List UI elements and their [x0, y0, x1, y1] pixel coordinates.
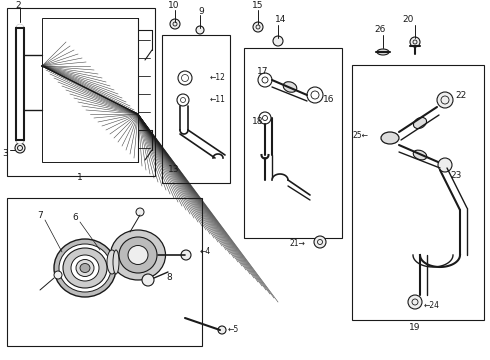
Text: 6: 6: [72, 213, 78, 222]
Circle shape: [253, 22, 263, 32]
Text: 19: 19: [409, 324, 421, 333]
Ellipse shape: [107, 250, 117, 274]
Circle shape: [438, 158, 452, 172]
Circle shape: [410, 37, 420, 47]
Circle shape: [314, 236, 326, 248]
Text: ←5: ←5: [228, 325, 239, 334]
Text: 14: 14: [275, 15, 286, 24]
Ellipse shape: [76, 260, 94, 276]
Bar: [352, 65, 484, 320]
Bar: [7, 8, 155, 176]
Circle shape: [54, 271, 62, 279]
Ellipse shape: [16, 138, 24, 143]
Text: 3: 3: [2, 148, 8, 158]
Text: 22: 22: [455, 90, 466, 99]
Text: 26: 26: [374, 26, 386, 35]
Circle shape: [218, 326, 226, 334]
Ellipse shape: [71, 255, 99, 281]
Ellipse shape: [16, 26, 24, 30]
Bar: [42, 18, 138, 162]
Text: 7: 7: [37, 211, 43, 220]
Ellipse shape: [413, 150, 427, 160]
Bar: [244, 48, 342, 238]
Ellipse shape: [119, 237, 157, 273]
Text: 8: 8: [166, 274, 172, 283]
Ellipse shape: [80, 264, 90, 273]
Circle shape: [437, 92, 453, 108]
Text: 13: 13: [168, 166, 179, 175]
Text: 23: 23: [450, 171, 462, 180]
Text: 21→: 21→: [289, 239, 305, 248]
Text: 10: 10: [168, 0, 179, 9]
Circle shape: [15, 143, 25, 153]
Ellipse shape: [113, 250, 119, 274]
Text: 17: 17: [257, 68, 269, 77]
Ellipse shape: [111, 230, 166, 280]
Ellipse shape: [128, 246, 148, 265]
Circle shape: [136, 208, 144, 216]
Ellipse shape: [59, 244, 111, 292]
Text: 2: 2: [15, 0, 21, 9]
Circle shape: [196, 26, 204, 34]
Text: 1: 1: [77, 174, 83, 183]
Circle shape: [408, 295, 422, 309]
Ellipse shape: [377, 49, 389, 55]
Text: 25←: 25←: [352, 130, 368, 139]
Ellipse shape: [54, 239, 116, 297]
Ellipse shape: [283, 82, 297, 92]
Circle shape: [273, 36, 283, 46]
Bar: [162, 35, 230, 183]
Circle shape: [181, 250, 191, 260]
Text: ←4: ←4: [200, 248, 211, 256]
Text: 16: 16: [323, 95, 335, 104]
Circle shape: [170, 19, 180, 29]
Circle shape: [142, 274, 154, 286]
Ellipse shape: [381, 132, 399, 144]
Text: 15: 15: [252, 0, 264, 9]
Ellipse shape: [414, 117, 427, 129]
Text: 18: 18: [252, 117, 264, 126]
Text: ←24: ←24: [424, 301, 440, 310]
Text: ←11: ←11: [210, 95, 226, 104]
Ellipse shape: [63, 248, 107, 288]
Text: 9: 9: [198, 8, 204, 17]
Bar: [7, 198, 202, 346]
Text: 20: 20: [402, 15, 414, 24]
Text: ←12: ←12: [210, 73, 226, 82]
